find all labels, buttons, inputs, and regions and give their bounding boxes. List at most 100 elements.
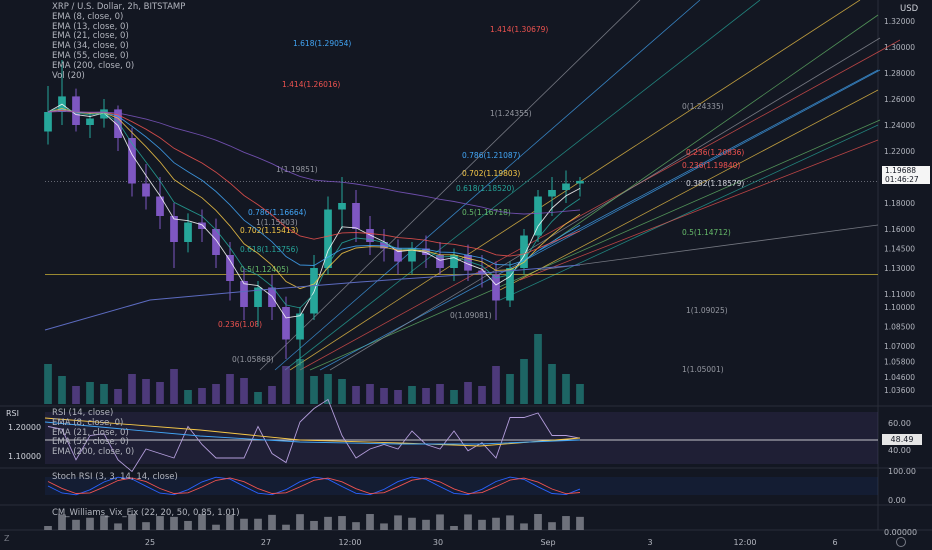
- rsi-badge[interactable]: RSI: [6, 409, 19, 418]
- vix-bar: [170, 516, 178, 530]
- current-price-value: 1.19688: [885, 166, 917, 175]
- y-tick-label: 1.08500: [884, 323, 915, 332]
- rsi-legend-ema55[interactable]: EMA (55, close, 0): [52, 437, 129, 448]
- volume-bar: [562, 374, 570, 404]
- vix-bar: [520, 523, 528, 530]
- candle-body: [72, 96, 80, 125]
- vix-bar: [366, 514, 374, 530]
- legend-line-ema34[interactable]: EMA (34, close, 0): [52, 41, 129, 52]
- volume-bar: [310, 376, 318, 404]
- volume-bar: [380, 388, 388, 404]
- legend-line-ema200[interactable]: EMA (200, close, 0): [52, 60, 135, 71]
- candle-body: [212, 229, 220, 255]
- vix-bar: [282, 524, 290, 530]
- fib-fan-ray: [539, 224, 879, 271]
- ema-line: [47, 109, 581, 266]
- volume-bar: [198, 388, 206, 404]
- vix-bar: [114, 523, 122, 530]
- rsi-legend: RSI (14, close) EMA (8, close, 0) EMA (2…: [0, 408, 135, 458]
- rsi-band: [45, 412, 878, 464]
- volume-bar: [352, 386, 360, 404]
- vix-bar: [72, 519, 80, 530]
- y-tick-label: 1.22000: [884, 147, 915, 156]
- fib-level-label: 1.618(1.29054): [293, 39, 351, 48]
- fib-level-label: 1(1.05001): [682, 365, 724, 374]
- fib-fan-ray: [274, 0, 701, 371]
- currency-label[interactable]: USD: [900, 4, 919, 14]
- volume-bar: [506, 374, 514, 404]
- vix-bar: [86, 517, 94, 530]
- volume-bar: [170, 369, 178, 404]
- volume-bar: [114, 389, 122, 404]
- rsi-legend-ema8[interactable]: EMA (8, close, 0): [52, 417, 124, 428]
- fib-fan-ray: [309, 119, 881, 371]
- volume-bar: [534, 334, 542, 404]
- chart-legend: XRP / U.S. Dollar, 2h, BITSTAMP EMA (8, …: [0, 2, 186, 81]
- volume-bar: [464, 382, 472, 404]
- volume-bar: [226, 374, 234, 404]
- candle-body: [352, 203, 360, 229]
- fib-level-label: 1(1.19851): [276, 165, 318, 174]
- legend-line-volume[interactable]: Vol (20): [52, 70, 85, 81]
- ema-line: [47, 106, 581, 309]
- candle-body: [142, 183, 150, 197]
- vix-bar: [478, 519, 486, 530]
- vix-bar: [184, 520, 192, 530]
- vix-bar: [198, 514, 206, 530]
- candle-body: [156, 196, 164, 216]
- vix-bar: [534, 514, 542, 530]
- volume-bar: [156, 382, 164, 404]
- x-tick-label: 12:00: [338, 538, 361, 547]
- candle-body: [268, 287, 276, 307]
- fib-level-label: 0(1.09081): [450, 311, 492, 320]
- candle-body: [492, 274, 500, 301]
- gear-icon[interactable]: [896, 537, 906, 547]
- timezone-icon[interactable]: Z: [4, 534, 10, 543]
- rsi-line: [47, 398, 581, 473]
- x-tick-label: Sep: [540, 538, 555, 547]
- candle-body: [520, 235, 528, 268]
- volume-bar: [44, 364, 52, 404]
- candle-body: [548, 190, 556, 197]
- vix-bar: [576, 516, 584, 530]
- legend-line-ema8[interactable]: EMA (8, close, 0): [52, 11, 124, 22]
- candle-body: [478, 270, 486, 275]
- legend-title[interactable]: XRP / U.S. Dollar, 2h, BITSTAMP: [52, 2, 186, 12]
- fib-level-label: 1(1.24355): [490, 109, 532, 118]
- y-tick-label: 1.04600: [884, 373, 915, 382]
- fib-level-label: 0.618(1.13756): [240, 245, 298, 254]
- vix-legend-line[interactable]: CM_Williams_Vix_Fix (22, 20, 50, 0.85, 1…: [52, 508, 240, 518]
- legend-line-ema21[interactable]: EMA (21, close, 0): [52, 31, 129, 42]
- candle-body: [380, 242, 388, 249]
- volume-bar: [58, 376, 66, 404]
- rsi-legend-ema200[interactable]: EMA (200, close, 0): [52, 447, 135, 458]
- stoch-k-line: [47, 476, 581, 496]
- rsi-legend-ema21[interactable]: EMA (21, close, 0): [52, 427, 129, 438]
- y-tick-label: 1.30000: [884, 43, 915, 52]
- fib-level-label: 0.786(1.21087): [462, 151, 520, 160]
- fib-level-label: 0.5(1.12405): [240, 265, 289, 274]
- volume-bar: [296, 359, 304, 404]
- volume-bar: [436, 384, 444, 404]
- rsi-left-tick-1: 1.20000: [8, 423, 42, 432]
- volume-bar: [450, 390, 458, 404]
- vix-bar: [156, 516, 164, 530]
- ema-line: [47, 110, 581, 215]
- volume-bar: [100, 384, 108, 404]
- candle-body: [394, 248, 402, 262]
- volume-bar: [548, 364, 556, 404]
- current-price-tag: 1.19688 01:46:27: [882, 166, 930, 184]
- fib-fan-ray: [329, 37, 881, 371]
- legend-line-ema13[interactable]: EMA (13, close, 0): [52, 21, 129, 32]
- rsi-tick-40: 40.00: [888, 446, 911, 455]
- vix-bar: [324, 516, 332, 530]
- volume-bar: [184, 390, 192, 404]
- stoch-legend-line[interactable]: Stoch RSI (3, 3, 14, 14, close): [52, 472, 178, 482]
- vix-bar: [268, 514, 276, 530]
- fib-level-label: 1.414(1.30679): [490, 25, 548, 34]
- vix-bar: [142, 522, 150, 530]
- rsi-legend-line[interactable]: RSI (14, close): [52, 408, 114, 418]
- vix-bar: [338, 516, 346, 530]
- legend-line-ema55[interactable]: EMA (55, close, 0): [52, 50, 129, 61]
